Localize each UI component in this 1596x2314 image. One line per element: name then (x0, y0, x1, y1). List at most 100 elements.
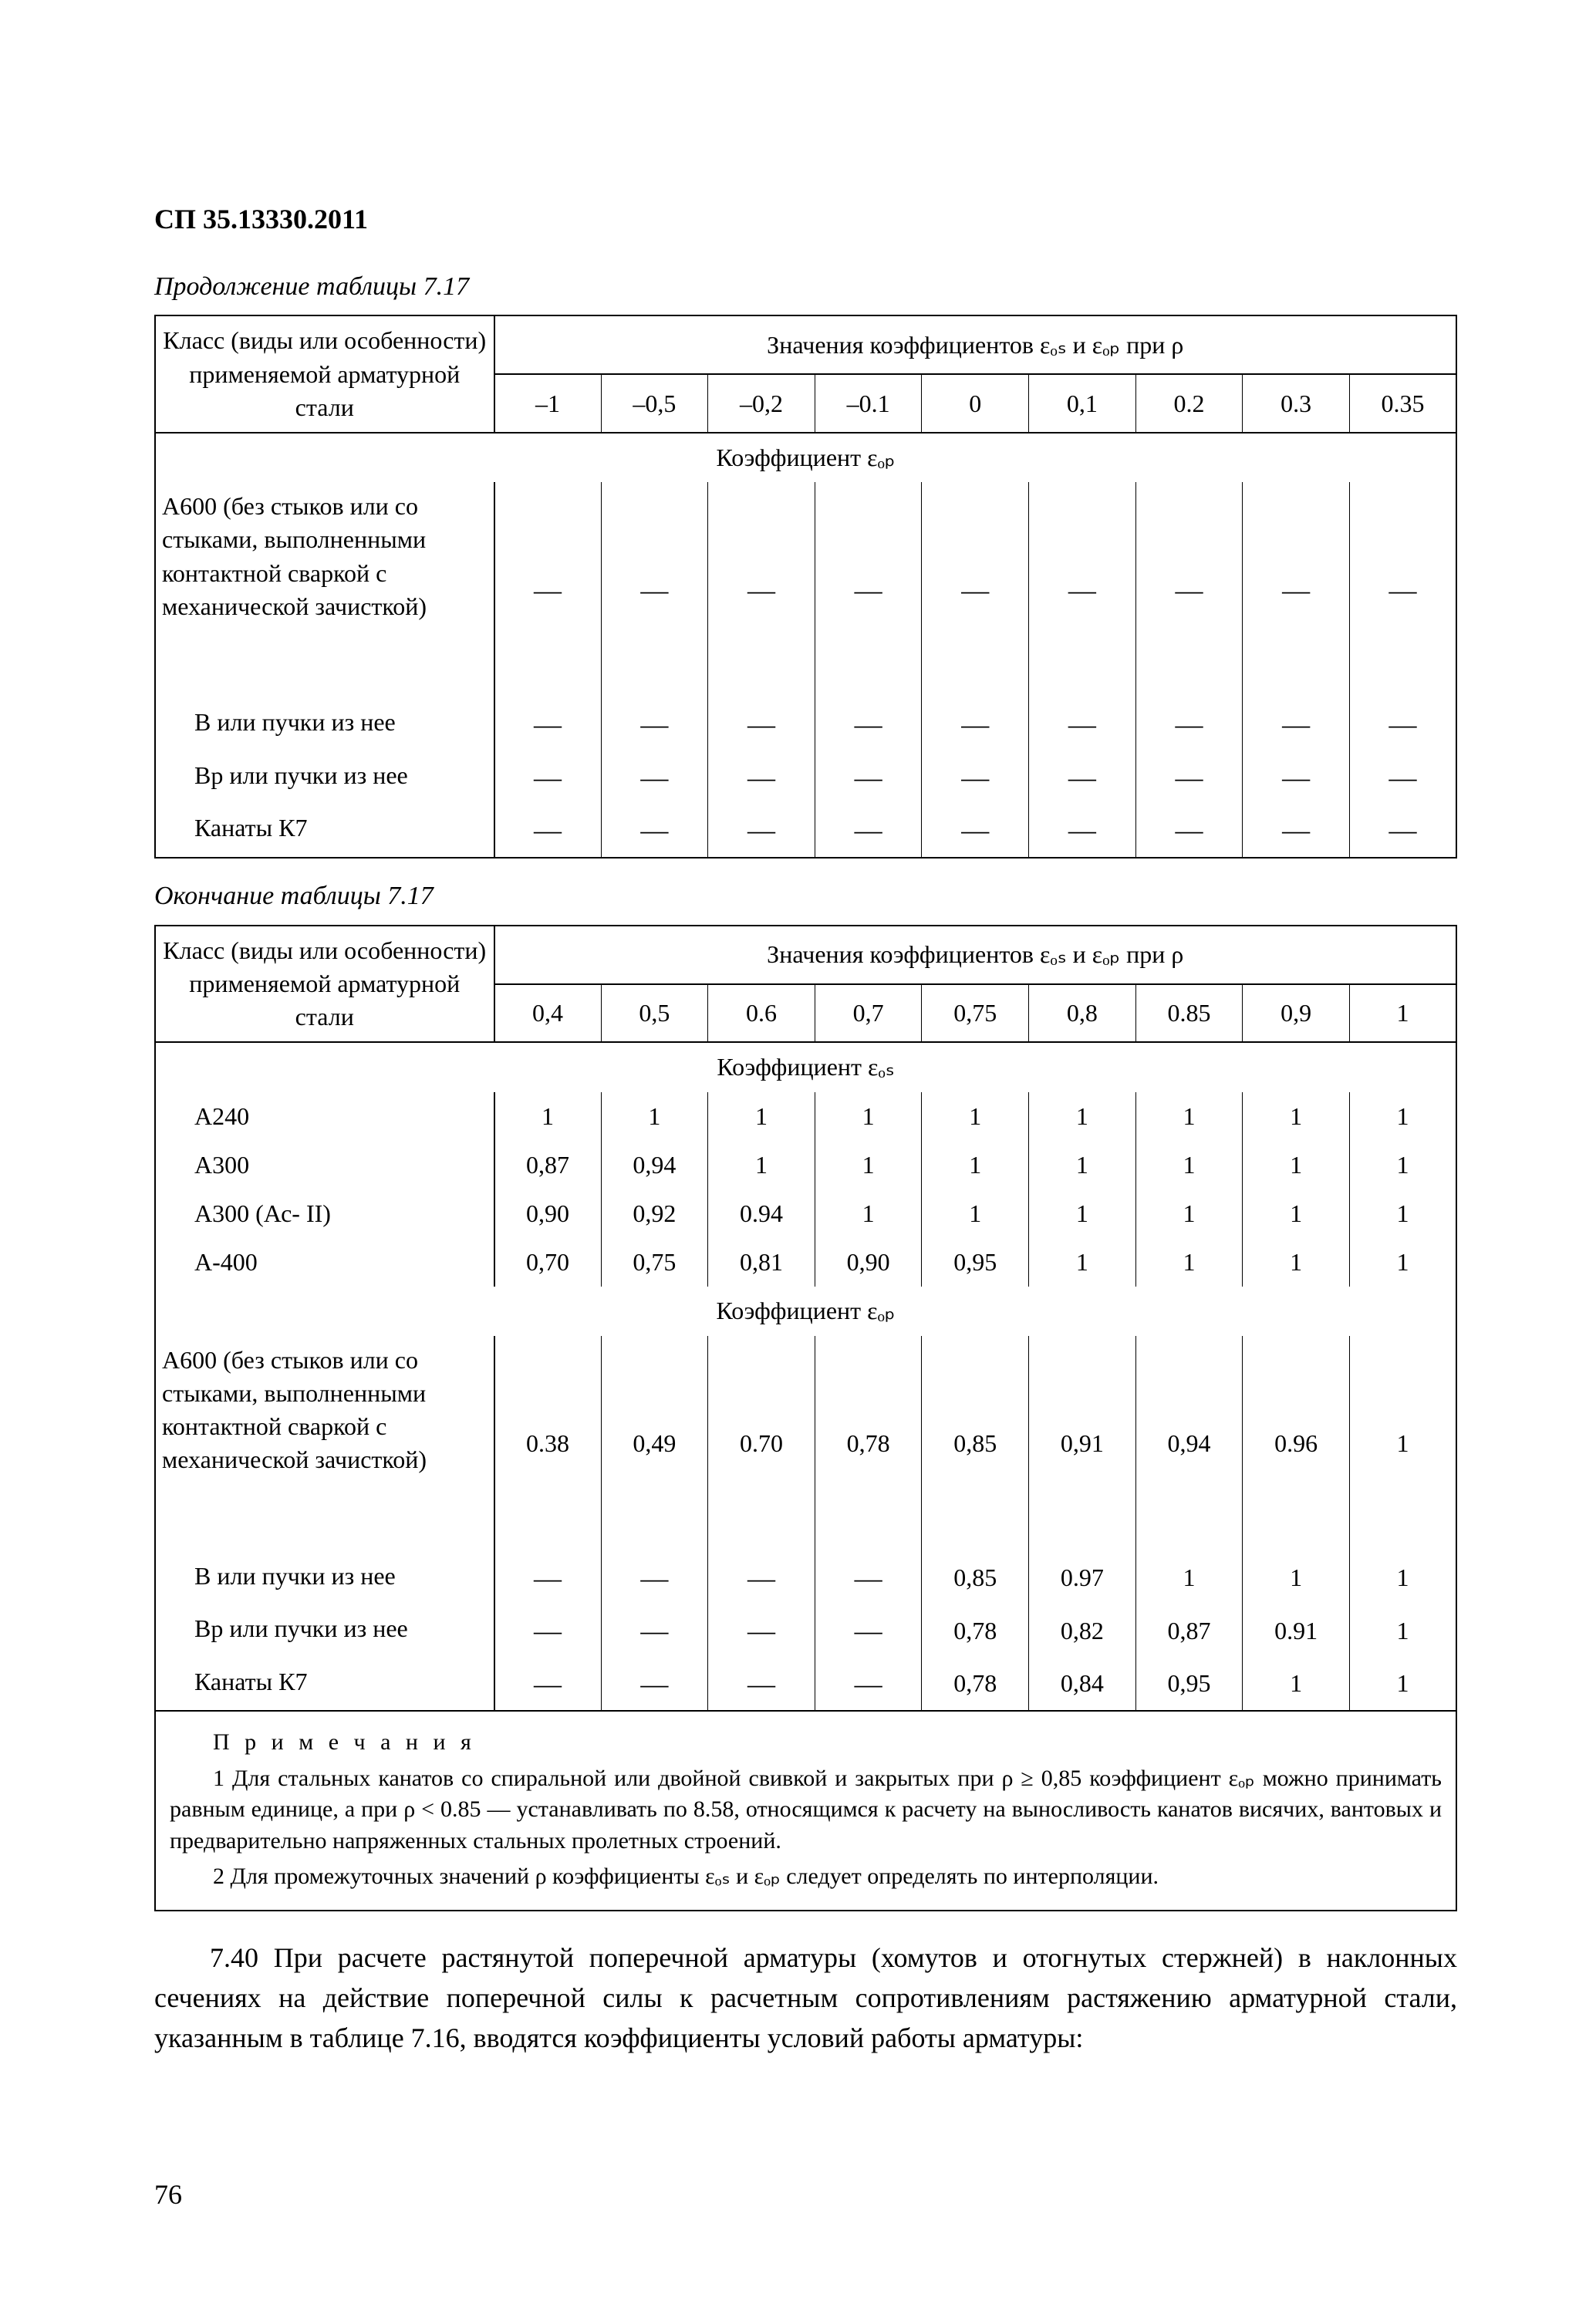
page: СП 35.13330.2011 Продолжение таблицы 7.1… (0, 0, 1596, 2314)
t2a-row-2-label: А300 (Ас- II) (155, 1189, 494, 1238)
t2b-row-2-c4: 0,78 (922, 1604, 1029, 1658)
t2a-row-0-c0: 1 (494, 1092, 602, 1141)
t1-rho-6: 0.2 (1135, 374, 1243, 433)
t2a-row-0-label: А240 (155, 1092, 494, 1141)
t2a-row-1-c4: 1 (922, 1141, 1029, 1189)
t1-rho-2: –0,2 (708, 374, 815, 433)
t2b-row-2-label: Вр или пучки из нее (155, 1604, 494, 1658)
t1-row-0-c4: — (922, 482, 1029, 698)
t2b-row-0-label: А600 (без стыков или со стыками, выполне… (155, 1336, 494, 1552)
t1-row-1-label: В или пучки из нее (155, 698, 494, 751)
t2b-row-0-c1: 0,49 (601, 1336, 708, 1552)
t2b-row-0-c7: 0.96 (1243, 1336, 1350, 1552)
t2b-row-3-c3: — (815, 1658, 922, 1712)
t2b-row-1-c2: — (708, 1552, 815, 1605)
t2a-row-2-c5: 1 (1029, 1189, 1136, 1238)
t1-row-0-c6: — (1135, 482, 1243, 698)
t1-rho-4: 0 (922, 374, 1029, 433)
t1-row-0-c7: — (1243, 482, 1350, 698)
t1-row-2-c4: — (922, 751, 1029, 805)
t2a-row-0-c8: 1 (1349, 1092, 1456, 1141)
t1-row-1-c1: — (601, 698, 708, 751)
t2a-row-3-c6: 1 (1135, 1238, 1243, 1287)
t2a-row-2-c3: 1 (815, 1189, 922, 1238)
t2a-row-1-c5: 1 (1029, 1141, 1136, 1189)
t2a-row-2-c2: 0.94 (708, 1189, 815, 1238)
t2-head-left-l2: применяемой арматурной стали (189, 970, 460, 1031)
t1-row-2-c5: — (1029, 751, 1136, 805)
t2b-row-2-c3: — (815, 1604, 922, 1658)
t2b-row-0-c6: 0,94 (1135, 1336, 1243, 1552)
t2-coef-pp-title: Коэффициент εₒₚ (155, 1287, 1456, 1335)
t1-row-1-c0: — (494, 698, 602, 751)
t1-row-2-c2: — (708, 751, 815, 805)
t2a-row-2-c4: 1 (922, 1189, 1029, 1238)
t2b-row-0-c8: 1 (1349, 1336, 1456, 1552)
t1-row-0-c5: — (1029, 482, 1136, 698)
t1-row-0-c0: — (494, 482, 602, 698)
t2b-row-2-c5: 0,82 (1029, 1604, 1136, 1658)
t2b-row-0-c4: 0,85 (922, 1336, 1029, 1552)
t2a-row-0-c4: 1 (922, 1092, 1029, 1141)
t1-row-2-c1: — (601, 751, 708, 805)
t2a-row-3-c4: 0,95 (922, 1238, 1029, 1287)
paragraph-7-40: 7.40 При расчете растянутой поперечной а… (154, 1938, 1457, 2059)
t1-rho-3: –0.1 (815, 374, 922, 433)
t1-row-3-c1: — (601, 804, 708, 858)
t2-rho-4: 0,75 (922, 984, 1029, 1043)
t2-head-right: Значения коэффициентов εₒₛ и εₒₚ при ρ (494, 926, 1457, 984)
t1-row-2-c8: — (1349, 751, 1456, 805)
table2-caption: Окончание таблицы 7.17 (154, 879, 1457, 914)
notes-title: П р и м е ч а н и я (170, 1727, 1442, 1759)
t1-row-2-c7: — (1243, 751, 1350, 805)
t2a-row-3-c3: 0,90 (815, 1238, 922, 1287)
notes-p1: 1 Для стальных канатов со спиральной или… (170, 1763, 1442, 1857)
t2b-row-0-c0: 0.38 (494, 1336, 602, 1552)
t1-row-0-c8: — (1349, 482, 1456, 698)
t2b-row-3-c2: — (708, 1658, 815, 1712)
t1-row-2-c3: — (815, 751, 922, 805)
t2b-row-3-c4: 0,78 (922, 1658, 1029, 1712)
t1-row-1-c7: — (1243, 698, 1350, 751)
t2b-row-2-c7: 0.91 (1243, 1604, 1350, 1658)
t2b-row-1-c3: — (815, 1552, 922, 1605)
t2b-row-1-label: В или пучки из нее (155, 1552, 494, 1605)
t2a-row-3-c1: 0,75 (601, 1238, 708, 1287)
table-2: Класс (виды или особенности) применяемой… (154, 925, 1457, 1712)
t2a-row-2-c0: 0,90 (494, 1189, 602, 1238)
t2b-row-0-c5: 0,91 (1029, 1336, 1136, 1552)
t2a-row-0-c1: 1 (601, 1092, 708, 1141)
t2b-row-1-c7: 1 (1243, 1552, 1350, 1605)
t2a-row-3-c7: 1 (1243, 1238, 1350, 1287)
t2b-row-3-c0: — (494, 1658, 602, 1712)
t2b-row-1-c1: — (601, 1552, 708, 1605)
t1-row-1-c2: — (708, 698, 815, 751)
t2b-row-1-c8: 1 (1349, 1552, 1456, 1605)
t1-row-3-c8: — (1349, 804, 1456, 858)
t1-row-0-c2: — (708, 482, 815, 698)
t2b-row-2-c8: 1 (1349, 1604, 1456, 1658)
t2a-row-1-c7: 1 (1243, 1141, 1350, 1189)
t1-head-left-l2: применяемой арматурной стали (189, 360, 460, 421)
t1-head-left: Класс (виды или особенности) применяемой… (155, 315, 494, 433)
t2b-row-1-c4: 0,85 (922, 1552, 1029, 1605)
t2a-row-2-c7: 1 (1243, 1189, 1350, 1238)
t1-row-2-c6: — (1135, 751, 1243, 805)
t1-rho-8: 0.35 (1349, 374, 1456, 433)
t1-row-3-c0: — (494, 804, 602, 858)
t2a-row-1-c0: 0,87 (494, 1141, 602, 1189)
t1-rho-0: –1 (494, 374, 602, 433)
t2b-row-1-c0: — (494, 1552, 602, 1605)
t1-row-1-c8: — (1349, 698, 1456, 751)
t2a-row-3-label: А-400 (155, 1238, 494, 1287)
t1-row-2-label: Вр или пучки из нее (155, 751, 494, 805)
t2a-row-2-c1: 0,92 (601, 1189, 708, 1238)
t2a-row-3-c5: 1 (1029, 1238, 1136, 1287)
t1-rho-1: –0,5 (601, 374, 708, 433)
t1-rho-7: 0.3 (1243, 374, 1350, 433)
t1-row-0-label: А600 (без стыков или со стыками, выполне… (155, 482, 494, 698)
t1-row-3-c5: — (1029, 804, 1136, 858)
t2b-row-2-c2: — (708, 1604, 815, 1658)
t2-rho-5: 0,8 (1029, 984, 1136, 1043)
notes-p2: 2 Для промежуточных значений ρ коэффицие… (170, 1861, 1442, 1893)
